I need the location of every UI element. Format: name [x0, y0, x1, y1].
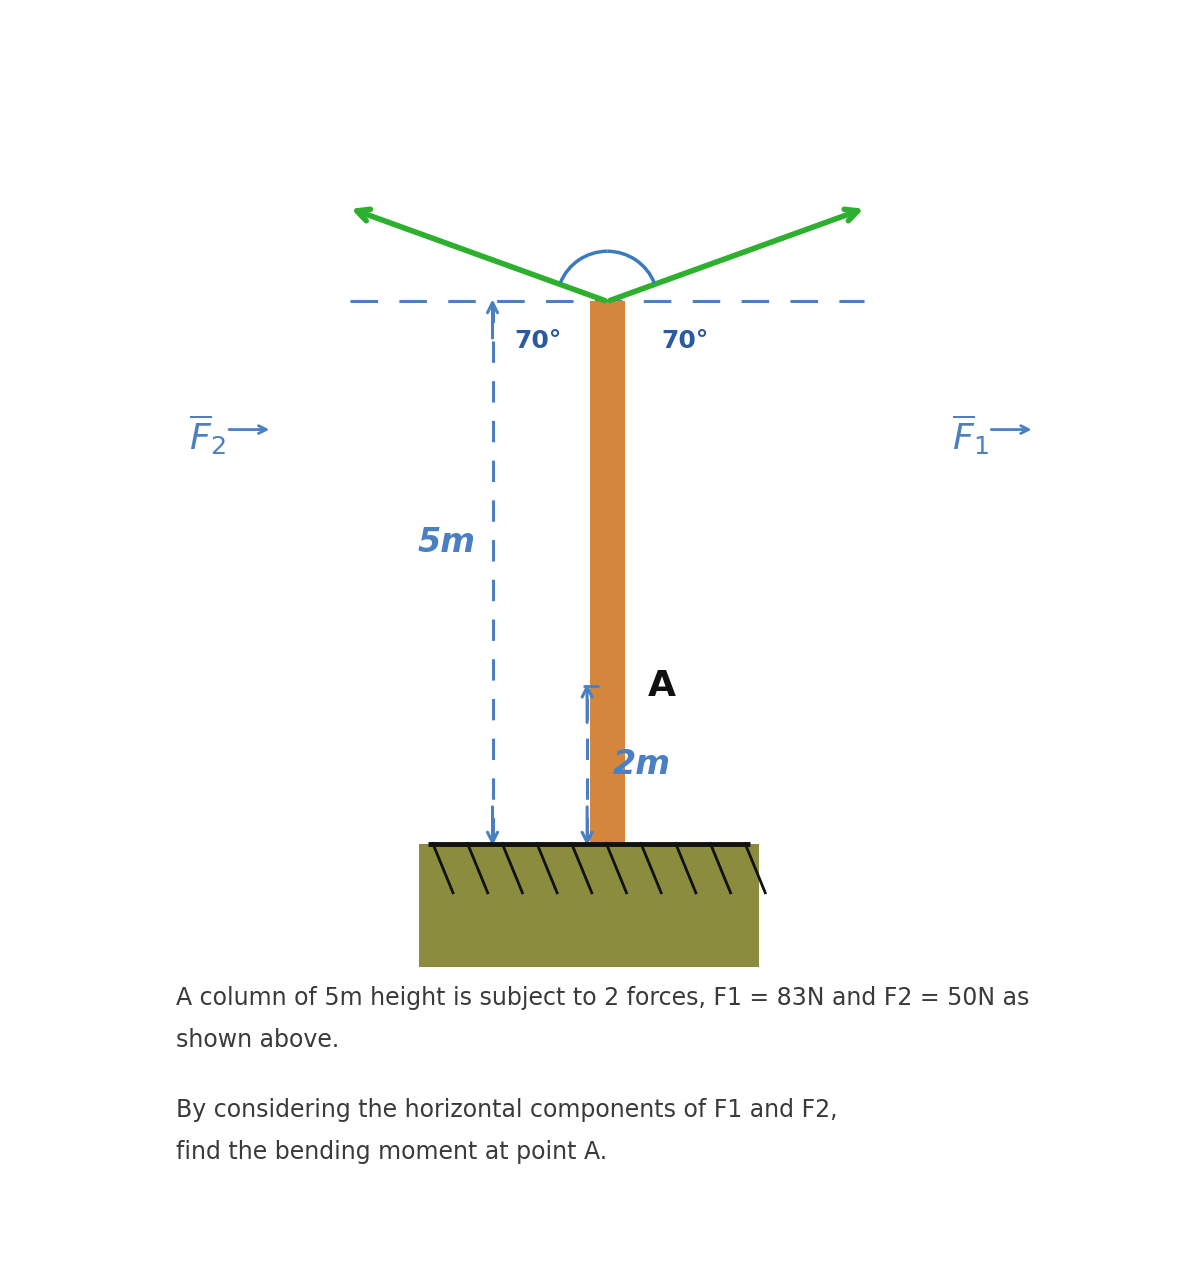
Bar: [419, 844, 758, 966]
Text: 70°: 70°: [514, 329, 562, 353]
Text: A: A: [648, 669, 675, 703]
Text: 5m: 5m: [417, 526, 475, 559]
Bar: [590, 301, 624, 844]
Text: A column of 5m height is subject to 2 forces, F1 = 83N and F2 = 50N as: A column of 5m height is subject to 2 fo…: [175, 987, 1029, 1010]
Text: 70°: 70°: [661, 329, 709, 353]
Text: By considering the horizontal components of F1 and F2,: By considering the horizontal components…: [175, 1098, 837, 1123]
Text: $\overline{F}_1$: $\overline{F}_1$: [952, 412, 988, 457]
Text: $\overline{F}_2$: $\overline{F}_2$: [190, 412, 226, 457]
Text: find the bending moment at point A.: find the bending moment at point A.: [175, 1139, 607, 1164]
Text: shown above.: shown above.: [175, 1028, 339, 1052]
Text: 2m: 2m: [613, 749, 671, 781]
